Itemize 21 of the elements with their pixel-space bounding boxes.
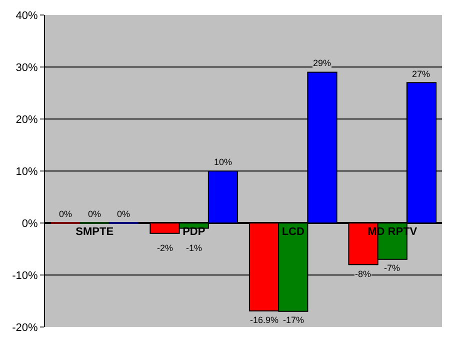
y-tick-label: 10%	[16, 166, 38, 178]
data-label: 0%	[59, 209, 72, 219]
y-tick-label: 0%	[22, 218, 38, 230]
y-tick-label: 30%	[16, 62, 38, 74]
data-label: -16.9%	[250, 315, 279, 325]
data-label: 0%	[88, 209, 102, 219]
data-label: -8%	[355, 269, 372, 279]
data-label: 27%	[412, 69, 430, 79]
x-tick-label: SMPTE	[76, 226, 114, 238]
data-label: 10%	[214, 157, 232, 167]
data-label: -1%	[186, 243, 202, 253]
y-tick-label: 20%	[16, 114, 38, 126]
y-tick-label: 40%	[16, 10, 38, 22]
y-tick-label: -20%	[12, 322, 38, 334]
y-tick-label: -10%	[12, 270, 38, 282]
data-label: 29%	[313, 58, 332, 68]
data-label: -2%	[157, 243, 174, 253]
x-tick-label: LCD	[282, 226, 304, 238]
data-label: -7%	[384, 263, 400, 273]
data-label: -17%	[283, 315, 304, 325]
data-label: 0%	[117, 209, 130, 219]
